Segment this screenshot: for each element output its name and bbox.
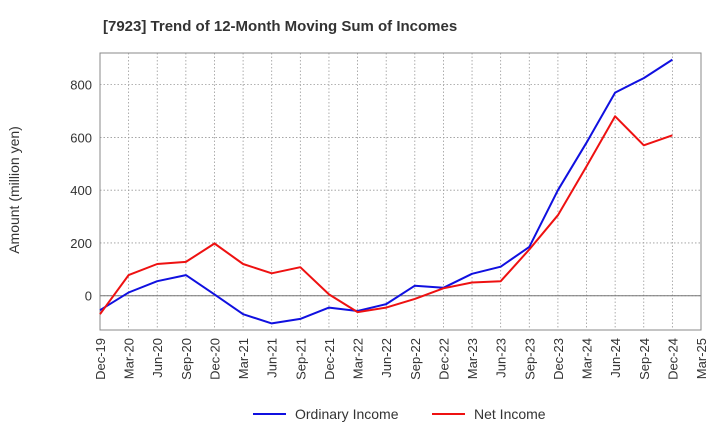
y-tick-label: 600 (70, 130, 92, 145)
legend-label-1: Ordinary Income (295, 406, 399, 422)
y-axis-label: Amount (million yen) (6, 126, 22, 254)
plot-area (99, 52, 702, 331)
x-tick-label: Dec-22 (436, 338, 451, 380)
chart-title: [7923] Trend of 12-Month Moving Sum of I… (103, 18, 457, 35)
x-tick-label: Jun-20 (150, 338, 165, 378)
grid (99, 53, 702, 330)
x-tick-label: Mar-22 (351, 338, 366, 379)
series-line-1 (99, 58, 673, 325)
x-tick-label: Mar-23 (465, 338, 480, 379)
x-tick-label: Dec-24 (665, 338, 680, 380)
legend-label-2: Net Income (474, 406, 546, 422)
y-tick-label: 800 (70, 78, 92, 93)
legend: Ordinary Income Net Income (253, 406, 546, 422)
y-tick-label: 200 (70, 236, 92, 251)
x-tick-label: Mar-25 (694, 338, 709, 379)
y-tick-label: 400 (70, 183, 92, 198)
y-axis: 0 200 400 600 800 (70, 78, 92, 304)
x-tick-label: Sep-20 (179, 338, 194, 380)
x-tick-label: Mar-20 (122, 338, 137, 379)
x-tick-label: Jun-23 (494, 338, 509, 378)
x-tick-label: Mar-24 (580, 338, 595, 379)
x-tick-label: Dec-23 (551, 338, 566, 380)
x-tick-label: Dec-20 (207, 338, 222, 380)
x-tick-label: Sep-21 (293, 338, 308, 380)
y-tick-label: 0 (85, 289, 92, 304)
x-tick-label: Jun-21 (265, 338, 280, 378)
x-tick-label: Jun-24 (608, 338, 623, 378)
x-tick-label: Sep-24 (637, 338, 652, 380)
x-tick-label: Jun-22 (379, 338, 394, 378)
x-tick-label: Dec-19 (93, 338, 108, 380)
x-tick-label: Sep-22 (408, 338, 423, 380)
series-line-2 (99, 115, 673, 315)
x-axis: Dec-19 Mar-20 Jun-20 Sep-20 Dec-20 Mar-21 Jun-… (93, 338, 709, 380)
x-tick-label: Dec-21 (322, 338, 337, 380)
x-tick-label: Sep-23 (522, 338, 537, 380)
x-tick-label: Mar-21 (236, 338, 251, 379)
series-group (99, 58, 673, 325)
